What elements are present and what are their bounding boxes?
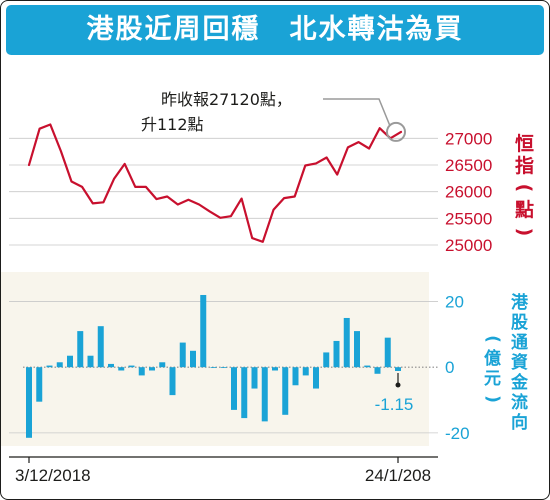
flow-bar	[77, 331, 84, 368]
title-banner: 港股近周回穩 北水轉沽為買	[6, 5, 544, 55]
flow-bar	[97, 326, 104, 368]
hsi-axis-label: 恒指(點)	[513, 133, 536, 237]
flow-bar	[179, 342, 186, 368]
flow-bar	[159, 362, 166, 368]
hsi-tick-label: 26500	[445, 156, 492, 175]
hsi-line	[27, 123, 403, 243]
flow-bar	[333, 340, 340, 368]
flow-bar	[108, 363, 114, 368]
x-label-end: 24/1/208	[365, 466, 431, 485]
flow-bar	[67, 355, 73, 368]
flow-bar	[302, 367, 309, 376]
flow-bar	[384, 337, 391, 368]
flow-bar	[46, 365, 53, 368]
hsi-annotation-leader	[323, 98, 391, 127]
flow-bar	[282, 367, 289, 415]
flow-bar	[190, 350, 196, 368]
flow-bar	[138, 367, 145, 376]
flow-bar	[210, 367, 217, 369]
flow-bar	[354, 331, 360, 368]
flow-bar	[36, 367, 43, 402]
flow-annotation-dot	[395, 382, 401, 388]
hsi-annotation-line2: 升112點	[141, 115, 204, 134]
hsi-tick-label: 25500	[445, 209, 492, 228]
hsi-tick-labels: 25000 25500 26000 26500 27000	[445, 129, 492, 255]
flow-bar	[313, 367, 319, 389]
flow-tick-label: 20	[445, 293, 464, 312]
flow-bar	[231, 367, 237, 410]
flow-axis-label: 港股通資金流向	[511, 293, 528, 433]
flow-bar	[323, 352, 330, 368]
flow-bar	[241, 367, 248, 419]
flow-bar	[261, 367, 268, 422]
chart-title: 港股近周回穩 北水轉沽為買	[86, 14, 464, 45]
flow-bar	[200, 294, 207, 368]
flow-bar	[128, 365, 135, 368]
hsi-tick-label: 27000	[445, 129, 492, 148]
flow-panel-background	[1, 272, 429, 446]
flow-bar	[251, 367, 258, 389]
flow-tick-label: 0	[445, 358, 454, 377]
flow-bar	[149, 367, 155, 371]
flow-bar	[364, 365, 371, 368]
flow-bar	[395, 367, 401, 371]
hsi-tick-label: 26000	[445, 183, 492, 202]
flow-bar	[374, 367, 381, 374]
hsi-tick-label: 25000	[445, 236, 492, 255]
flow-tick-label: -20	[445, 424, 470, 443]
flow-bar	[272, 367, 278, 371]
flow-bar	[56, 362, 63, 368]
flow-tick-labels: -20 0 20	[445, 293, 470, 443]
hsi-annotation-line1: 昨收報27120點，	[161, 90, 292, 109]
x-label-start: 3/12/2018	[15, 466, 91, 485]
hsi-endpoint-marker	[386, 121, 406, 142]
flow-bar	[292, 367, 299, 386]
flow-bars	[26, 294, 401, 438]
flow-gridlines	[9, 301, 438, 434]
flow-bar	[220, 367, 227, 369]
flow-bar	[26, 367, 32, 438]
flow-bar	[118, 367, 125, 371]
flow-bar	[169, 367, 176, 396]
flow-bar	[87, 355, 94, 368]
flow-annotation-label: -1.15	[375, 395, 414, 414]
flow-axis-unit: (億元)	[482, 335, 503, 403]
flow-bar	[343, 317, 350, 368]
hsi-gridlines	[9, 137, 438, 246]
